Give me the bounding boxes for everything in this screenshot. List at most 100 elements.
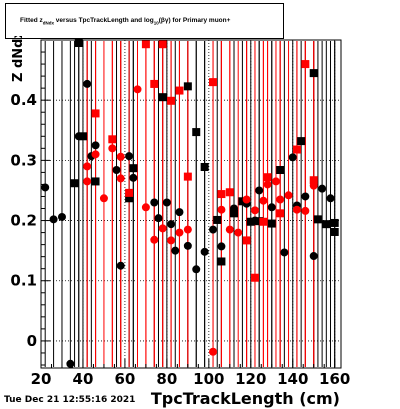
square-marker [141,40,150,49]
title-sub-10: 10 [153,20,159,26]
square-marker [158,93,167,102]
circle-marker [116,261,125,270]
square-marker [276,209,285,218]
square-marker [175,86,184,95]
square-marker [91,109,100,118]
y-axis-label-text: Z dNdx [11,36,26,82]
x-tick-label: 40 [73,370,94,388]
x-tick-label: 160 [319,370,350,388]
y-tick-label: 0.4 [10,91,37,109]
circle-marker [225,225,234,234]
square-marker [263,173,272,182]
circle-marker [108,144,117,153]
square-marker [167,96,176,105]
square-marker [70,179,79,188]
circle-marker [263,180,272,189]
square-marker [267,219,276,228]
circle-marker [116,174,125,183]
circle-marker [125,152,134,161]
circle-marker [154,214,163,223]
circle-marker [259,196,268,205]
circle-marker [162,198,171,207]
circle-marker [57,212,66,221]
circle-marker [326,194,335,203]
square-marker [330,218,339,227]
square-marker [301,60,310,69]
circle-marker [158,224,167,233]
circle-marker [129,173,138,182]
circle-marker [112,165,121,174]
circle-marker [49,215,58,224]
circle-marker [242,195,251,204]
square-marker [213,215,222,224]
square-marker [217,190,226,199]
square-marker [322,220,331,229]
circle-marker [91,150,100,159]
circle-marker [280,248,289,257]
circle-marker [83,177,92,186]
circle-marker [292,205,301,214]
square-marker [250,273,259,282]
circle-marker [150,235,159,244]
circle-marker [133,85,142,94]
circle-marker [217,242,226,251]
circle-marker [267,203,276,212]
square-marker [158,40,167,49]
square-marker [309,176,318,185]
square-marker [192,128,201,137]
square-marker [125,194,134,203]
square-marker [150,79,159,88]
square-marker [242,236,251,245]
square-marker [183,172,192,181]
square-marker [313,215,322,224]
square-marker [276,165,285,174]
circle-marker [276,195,285,204]
circle-marker [288,153,297,162]
square-marker [209,78,218,87]
circle-marker [116,152,125,161]
x-tick-label: 140 [277,370,308,388]
title-box: Fitted zdNdx versus TpcTrackLength and l… [5,3,284,39]
circle-marker [309,181,318,190]
circle-marker [183,241,192,250]
circle-marker [250,216,259,225]
square-marker [297,137,306,146]
circle-marker [150,198,159,207]
circle-marker [66,359,75,368]
x-axis-label: TpcTrackLength (cm) [150,389,340,408]
circle-marker [141,203,150,212]
circle-marker [255,186,264,195]
circle-marker [41,183,50,192]
title-sub-dndx: dNdx [42,20,54,26]
y-tick-label: 0.1 [10,272,37,290]
square-marker [246,217,255,226]
circle-marker [318,184,327,193]
y-axis-label: Z dNdx [11,36,26,82]
circle-marker [83,162,92,171]
title-suffix: (βγ) for Primary muon+ [158,17,231,24]
circle-marker [171,246,180,255]
title-middle: versus TpcTrackLength and log [54,17,154,24]
square-marker [225,188,234,197]
square-marker [255,217,264,226]
circle-marker [271,177,280,186]
circle-marker [167,236,176,245]
circle-marker [83,79,92,88]
plot-frame [40,39,342,369]
circle-marker [183,225,192,234]
square-marker [292,145,301,154]
square-marker [200,162,209,171]
square-marker [330,227,339,236]
circle-marker [209,347,218,356]
x-tick-label: 100 [193,370,224,388]
circle-marker [309,252,318,261]
square-marker [78,132,87,141]
square-marker [74,39,83,48]
square-marker [238,197,247,206]
circle-marker [230,204,239,213]
square-marker [91,177,100,186]
circle-marker [250,206,259,215]
circle-marker [91,141,100,150]
